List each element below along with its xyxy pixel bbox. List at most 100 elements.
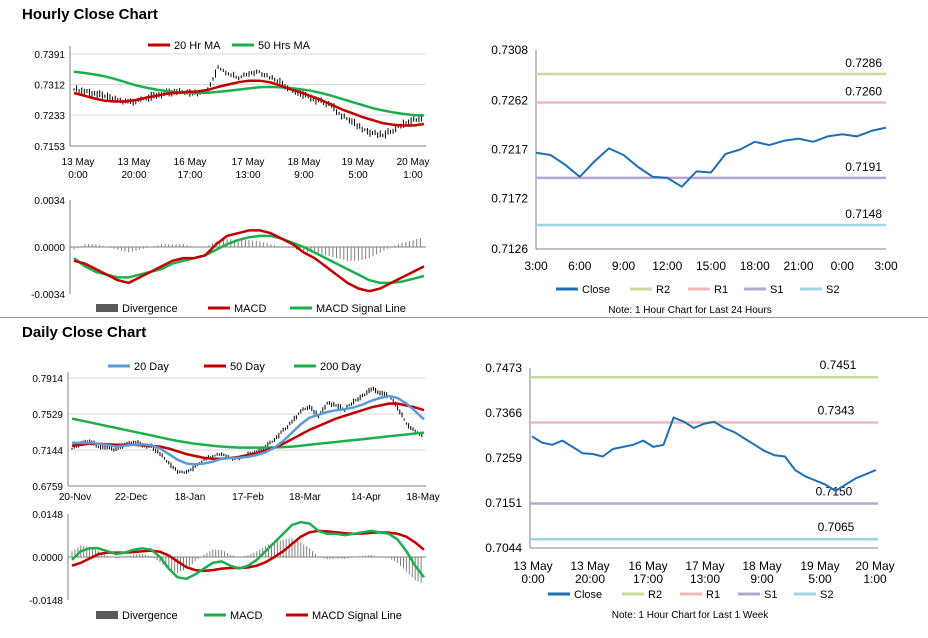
daily-close-line xyxy=(531,416,877,492)
hourly-ytick: 0.7391 xyxy=(34,50,65,61)
daily-xtick: 20-Nov xyxy=(59,492,91,503)
hourly-level-r2-label: 0.7286 xyxy=(845,56,882,70)
legend-daily-close-label: Close xyxy=(574,589,602,601)
legend-hourly-close-label: Close xyxy=(582,284,610,296)
legend-hourly-signal-label: MACD Signal Line xyxy=(316,303,406,315)
legend-daily-macd-label: MACD xyxy=(230,610,262,622)
daily-levels-xtick-time: 17:00 xyxy=(633,572,663,586)
legend-hourly-r1-label: R1 xyxy=(714,284,728,296)
daily-levels-note: Note: 1 Hour Chart for Last 1 Week xyxy=(612,610,770,621)
daily-ytick: 0.7529 xyxy=(32,410,63,421)
hourly-xtick-time: 20:00 xyxy=(121,170,146,181)
hourly-xtick: 13 May xyxy=(118,157,151,168)
hourly-levels-xtick: 21:00 xyxy=(783,259,813,273)
daily-levels-ytick: 0.7366 xyxy=(485,406,522,420)
hourly-levels-xtick: 12:00 xyxy=(652,259,682,273)
daily-50day-line xyxy=(71,402,425,461)
hourly-xtick: 17 May xyxy=(232,157,265,168)
legend-hourly-s2-label: S2 xyxy=(826,284,839,296)
hourly-xtick: 19 May xyxy=(342,157,375,168)
hourly-xtick: 20 May xyxy=(397,157,430,168)
hourly-xtick-time: 17:00 xyxy=(177,170,202,181)
hourly-levels-ytick: 0.7308 xyxy=(491,43,528,57)
hourly-macd-ytick: -0.0034 xyxy=(31,290,65,301)
hourly-levels-ytick: 0.7262 xyxy=(491,93,528,107)
daily-level-s2-label: 0.7065 xyxy=(818,520,855,534)
hourly-levels-ytick: 0.7217 xyxy=(491,143,528,157)
hourly-level-r1-label: 0.7260 xyxy=(845,84,882,98)
daily-levels-xtick-time: 9:00 xyxy=(750,572,774,586)
legend-daily-signal-label: MACD Signal Line xyxy=(312,610,402,622)
legend-daily-r2-label: R2 xyxy=(648,589,662,601)
legend-200day-label: 200 Day xyxy=(320,361,361,373)
daily-level-s1-label: 0.7150 xyxy=(816,485,853,499)
legend-hourly-r2-label: R2 xyxy=(656,284,670,296)
legend-daily-s2-label: S2 xyxy=(820,589,833,601)
daily-section-title: Daily Close Chart xyxy=(22,324,147,341)
daily-levels-xtick-time: 13:00 xyxy=(690,572,720,586)
daily-level-r2-label: 0.7451 xyxy=(820,358,857,372)
hourly-xtick-time: 1:00 xyxy=(403,170,423,181)
daily-levels-ytick: 0.7151 xyxy=(485,496,522,510)
hourly-level-s1-label: 0.7191 xyxy=(845,160,882,174)
daily-macd-line xyxy=(71,520,425,581)
daily-levels-xtick: 16 May xyxy=(628,559,667,573)
daily-levels-xtick-time: 0:00 xyxy=(521,572,545,586)
daily-ytick: 0.7914 xyxy=(32,374,63,385)
legend-hourly-s1-label: S1 xyxy=(770,284,783,296)
daily-macd-signal-line xyxy=(71,529,425,573)
hourly-xtick-time: 5:00 xyxy=(348,170,368,181)
hourly-ytick: 0.7153 xyxy=(34,142,65,153)
daily-200day-line xyxy=(71,417,425,449)
legend-20hr-ma-label: 20 Hr MA xyxy=(174,40,221,52)
hourly-ytick: 0.7312 xyxy=(34,81,65,92)
daily-macd-ytick: 0.0148 xyxy=(32,510,63,521)
hourly-50hr-ma-line xyxy=(73,70,425,117)
legend-hourly-divergence-label: Divergence xyxy=(122,303,178,315)
daily-macd-ytick: 0.0000 xyxy=(32,553,63,564)
hourly-macd-signal-line xyxy=(73,234,425,285)
hourly-level-s2-label: 0.7148 xyxy=(845,207,882,221)
daily-ytick: 0.6759 xyxy=(32,482,63,493)
daily-levels-ytick: 0.7044 xyxy=(485,541,522,555)
daily-20day-line xyxy=(72,394,425,466)
legend-daily-divergence-swatch xyxy=(96,611,118,619)
daily-levels-xtick: 13 May xyxy=(570,559,609,573)
hourly-macd-ytick: 0.0034 xyxy=(34,196,65,207)
daily-levels-ytick: 0.7473 xyxy=(485,361,522,375)
daily-levels-xtick: 13 May xyxy=(513,559,552,573)
daily-xtick: 14-Apr xyxy=(351,492,382,503)
daily-levels-xtick: 19 May xyxy=(800,559,839,573)
daily-xtick: 18-Mar xyxy=(289,492,321,503)
legend-hourly-divergence-swatch xyxy=(96,304,118,312)
daily-level-r1-label: 0.7343 xyxy=(818,404,855,418)
legend-50day-label: 50 Day xyxy=(230,361,265,373)
hourly-ytick: 0.7233 xyxy=(34,111,65,122)
daily-xtick: 18-May xyxy=(406,492,439,503)
legend-50hrs-ma-label: 50 Hrs MA xyxy=(258,40,311,52)
hourly-macd-ytick: 0.0000 xyxy=(34,243,65,254)
daily-levels-xtick: 20 May xyxy=(855,559,894,573)
hourly-levels-xtick: 6:00 xyxy=(568,259,592,273)
hourly-levels-xtick: 9:00 xyxy=(612,259,636,273)
hourly-levels-xtick: 15:00 xyxy=(696,259,726,273)
hourly-xtick-time: 13:00 xyxy=(235,170,260,181)
section-divider xyxy=(0,317,928,318)
hourly-levels-xtick: 3:00 xyxy=(524,259,548,273)
hourly-xtick: 13 May xyxy=(62,157,95,168)
hourly-close-line xyxy=(535,126,887,188)
hourly-levels-xtick: 18:00 xyxy=(740,259,770,273)
daily-levels-xtick-time: 5:00 xyxy=(808,572,832,586)
daily-macd-ytick: -0.0148 xyxy=(29,596,63,607)
daily-xtick: 22-Dec xyxy=(115,492,147,503)
daily-levels-xtick-time: 20:00 xyxy=(575,572,605,586)
hourly-levels-ytick: 0.7126 xyxy=(491,242,528,256)
daily-levels-ytick: 0.7259 xyxy=(485,451,522,465)
hourly-xtick: 16 May xyxy=(174,157,207,168)
legend-daily-s1-label: S1 xyxy=(764,589,777,601)
legend-20day-label: 20 Day xyxy=(134,361,169,373)
hourly-macd-line xyxy=(73,229,425,293)
daily-ytick: 0.7144 xyxy=(32,446,63,457)
daily-levels-xtick: 17 May xyxy=(685,559,724,573)
